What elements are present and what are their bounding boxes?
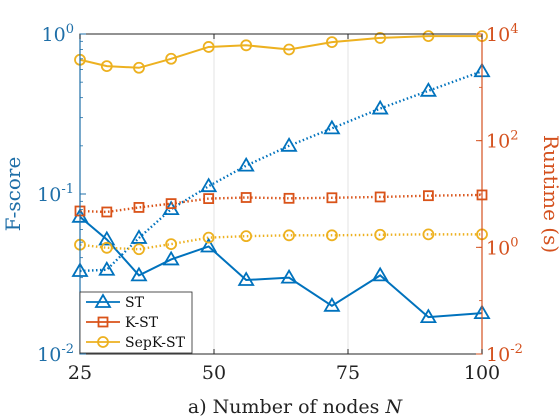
legend-marker [97, 336, 109, 348]
data-point [326, 229, 338, 242]
data-point [419, 82, 437, 97]
data-point [98, 230, 116, 246]
y-right-tick-label: 102 [486, 129, 518, 153]
data-point [101, 206, 113, 218]
y-right-tick-label: 10-2 [486, 342, 523, 366]
legend-label: ST [125, 295, 145, 311]
data-point [371, 266, 389, 282]
data-point [133, 243, 145, 256]
data-point [202, 231, 215, 244]
y-left-tick-label: 10-1 [37, 182, 74, 206]
y-right-tick-label: 100 [486, 235, 518, 259]
y-right-label: Runtime (s) [539, 135, 560, 253]
data-point [371, 99, 389, 115]
series-line [79, 193, 483, 214]
data-point [326, 36, 338, 48]
data-point [100, 241, 113, 254]
x-axis-label-text: a) Number of nodes [188, 396, 380, 418]
series-line [79, 216, 483, 319]
data-point [240, 39, 253, 52]
data-point [374, 228, 387, 241]
data-point [240, 230, 253, 243]
data-point [133, 202, 145, 213]
data-point [422, 228, 435, 241]
data-point [202, 41, 215, 53]
data-point [323, 119, 341, 135]
legend-item: SepK-ST [86, 335, 186, 351]
data-point [280, 137, 298, 152]
data-point [133, 61, 145, 74]
x-axis-label-var: N [384, 396, 403, 418]
data-point [374, 191, 386, 203]
legend-item: K-ST [86, 315, 159, 331]
y-left-tick-label: 100 [42, 22, 74, 46]
x-axis-label: a) Number of nodes N [188, 396, 404, 418]
data-point [374, 32, 387, 44]
data-point [419, 308, 437, 324]
data-point [165, 238, 178, 250]
data-point [283, 192, 295, 204]
data-point [283, 43, 295, 56]
data-point [422, 30, 435, 43]
data-point [283, 229, 295, 242]
x-tick-label: 75 [336, 362, 360, 384]
data-point [165, 198, 177, 210]
x-tick-label: 25 [68, 362, 92, 384]
data-point [203, 193, 215, 204]
series-line [79, 35, 482, 69]
data-point [323, 297, 341, 312]
data-point [200, 237, 218, 253]
y-left-tick-label: 10-2 [37, 342, 74, 366]
legend-marker [97, 316, 109, 328]
x-tick-label: 50 [202, 362, 226, 384]
legend-label: K-ST [125, 315, 159, 331]
legend-label: SepK-ST [125, 335, 186, 351]
data-point [326, 192, 338, 204]
data-point [280, 268, 298, 284]
data-point [130, 266, 148, 282]
data-point [237, 271, 255, 286]
y-left-label: F-score [1, 157, 25, 232]
data-point [422, 190, 434, 202]
data-point [130, 229, 148, 244]
y-right-tick-label: 104 [486, 22, 518, 46]
data-point [237, 156, 255, 172]
data-point [100, 60, 113, 73]
series-st-left [71, 208, 491, 324]
data-point [98, 260, 116, 276]
x-tick-label: 100 [464, 362, 500, 384]
legend: ST K-ST SepK-ST [79, 291, 193, 354]
series-layer [71, 30, 491, 324]
data-point [162, 250, 180, 266]
legend-marker [94, 293, 112, 308]
series-line [79, 233, 482, 251]
data-point [200, 177, 218, 193]
data-point [240, 192, 252, 203]
data-point [165, 52, 178, 65]
legend-item: ST [86, 293, 145, 311]
